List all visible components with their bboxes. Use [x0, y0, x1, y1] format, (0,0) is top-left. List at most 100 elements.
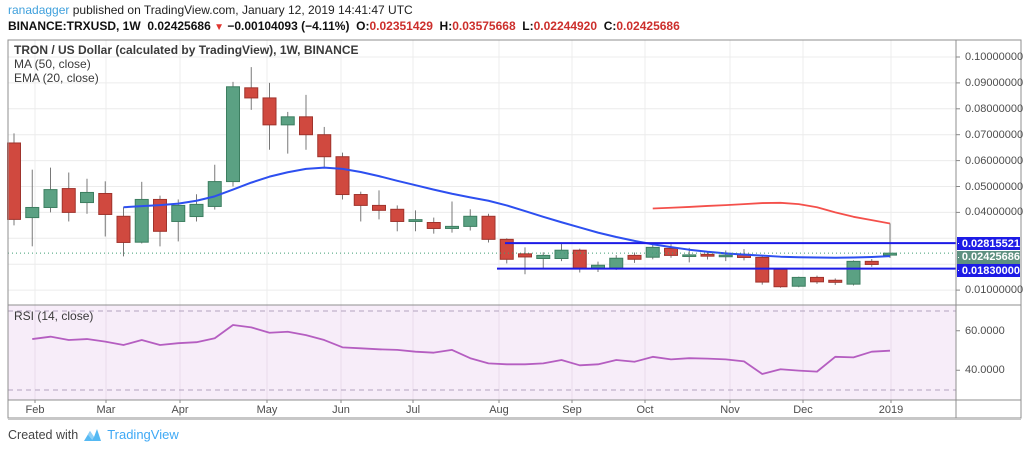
candle-down	[390, 208, 405, 222]
rsi-line	[32, 324, 891, 375]
candle-up	[609, 257, 624, 269]
candle-down	[627, 254, 642, 260]
snapshot-header: ranadagger published on TradingView.com,…	[8, 3, 413, 17]
candle-up	[408, 219, 423, 222]
price-axis-label: 0.07000000	[965, 128, 1024, 141]
candle-down	[262, 97, 277, 126]
candle-up	[536, 254, 551, 260]
candle-down	[518, 253, 532, 258]
price-axis-label: 0.06000000	[965, 154, 1024, 167]
candle-up	[645, 246, 660, 258]
low-value: 0.02244920	[533, 19, 598, 33]
rsi-legend: RSI (14, close)	[14, 309, 94, 323]
tradingview-logo-icon	[84, 428, 102, 441]
candle-down	[7, 142, 21, 220]
time-axis-label: Mar	[96, 404, 116, 416]
candle-up	[134, 198, 149, 243]
candle-down	[317, 134, 332, 158]
candle-up	[682, 254, 697, 257]
ma-legend: MA (50, close)	[14, 57, 91, 71]
close-value: 0.02425686	[616, 19, 680, 33]
candle-up	[791, 276, 806, 287]
candle-down	[116, 215, 131, 243]
candle-down	[61, 188, 76, 213]
price-badge: 0.01830000	[957, 264, 1020, 277]
candle-down	[700, 253, 715, 257]
tradingview-brand-link[interactable]: TradingView	[107, 427, 179, 442]
author-link[interactable]: ranadagger	[8, 3, 70, 17]
open-label: O:	[356, 19, 370, 33]
candle-up	[554, 249, 569, 260]
candle-down	[353, 194, 368, 206]
candle-down	[153, 198, 167, 232]
close-label: C:	[603, 19, 617, 33]
price-change: −0.00104093 (−4.11%)	[227, 19, 350, 33]
chart-frame	[7, 39, 1022, 419]
high-label: H:	[439, 19, 453, 33]
candle-down	[372, 204, 386, 211]
chart-title: TRON / US Dollar (calculated by TradingV…	[14, 43, 359, 57]
candle-up	[718, 254, 733, 258]
price-badge: 0.02815521	[957, 237, 1020, 250]
time-axis-label: Dec	[793, 404, 813, 416]
candle-down	[755, 256, 770, 283]
attribution-footer: Created with TradingView	[8, 427, 179, 442]
candle-down	[664, 247, 678, 256]
candle-up	[171, 204, 186, 222]
candle-down	[299, 116, 313, 136]
candle-down	[828, 279, 843, 283]
rsi-axis-label: 40.0000	[965, 364, 1005, 377]
candle-up	[445, 225, 459, 229]
price-axis-label: 0.05000000	[965, 180, 1024, 193]
open-value: 0.02351429	[369, 19, 433, 33]
time-axis-label: Feb	[25, 404, 45, 416]
high-value: 0.03575668	[452, 19, 516, 33]
price-axis-label: 0.04000000	[965, 206, 1024, 219]
low-label: L:	[522, 19, 534, 33]
down-arrow-icon: ▼	[214, 22, 224, 33]
candle-down	[426, 222, 441, 229]
candle-down	[499, 238, 514, 260]
ma50-line	[652, 201, 891, 225]
time-axis-label: Oct	[636, 404, 654, 416]
candle-up	[226, 86, 240, 183]
candle-down	[335, 156, 350, 196]
chart-legend: TRON / US Dollar (calculated by TradingV…	[14, 43, 359, 85]
last-price: 0.02425686	[147, 19, 211, 33]
candle-down	[244, 87, 259, 99]
candle-down	[864, 260, 879, 265]
time-axis-label: Sep	[562, 404, 582, 416]
candle-down	[98, 192, 113, 215]
ema-legend: EMA (20, close)	[14, 71, 99, 85]
time-axis-label: Jun	[332, 404, 350, 416]
candle-up	[463, 215, 478, 227]
price-axis-label: 0.09000000	[965, 76, 1024, 89]
symbol-name: BINANCE:TRXUSD, 1W	[8, 19, 141, 33]
price-axis-label: 0.08000000	[965, 102, 1024, 115]
candle-up	[846, 260, 861, 285]
candle-up	[189, 203, 204, 218]
rsi-pane-background	[8, 305, 956, 400]
time-axis-label: Nov	[720, 404, 740, 416]
candle-down	[810, 276, 824, 283]
rsi-axis-label: 60.0000	[965, 324, 1005, 337]
candle-up	[883, 252, 897, 256]
ema20-line	[123, 166, 891, 259]
candle-up	[25, 206, 40, 219]
time-axis-label: Jul	[405, 404, 421, 416]
price-axis-label: 0.01000000	[965, 284, 1024, 297]
time-axis-label: May	[256, 404, 278, 416]
time-axis-label: Aug	[489, 404, 509, 416]
candle-up	[43, 189, 58, 208]
published-text: published on TradingView.com, January 12…	[69, 3, 413, 17]
price-axis-label: 0.10000000	[965, 51, 1024, 63]
time-axis-label: Apr	[171, 404, 189, 416]
created-with-text: Created with	[8, 427, 79, 442]
symbol-status-bar: BINANCE:TRXUSD, 1W 0.02425686 ▼ −0.00104…	[8, 19, 680, 33]
candle-up	[280, 116, 295, 126]
price-badge: 0.02425686	[957, 250, 1020, 264]
time-axis-label: 2019	[878, 404, 904, 416]
candle-down	[773, 268, 788, 288]
candle-down	[481, 215, 496, 240]
